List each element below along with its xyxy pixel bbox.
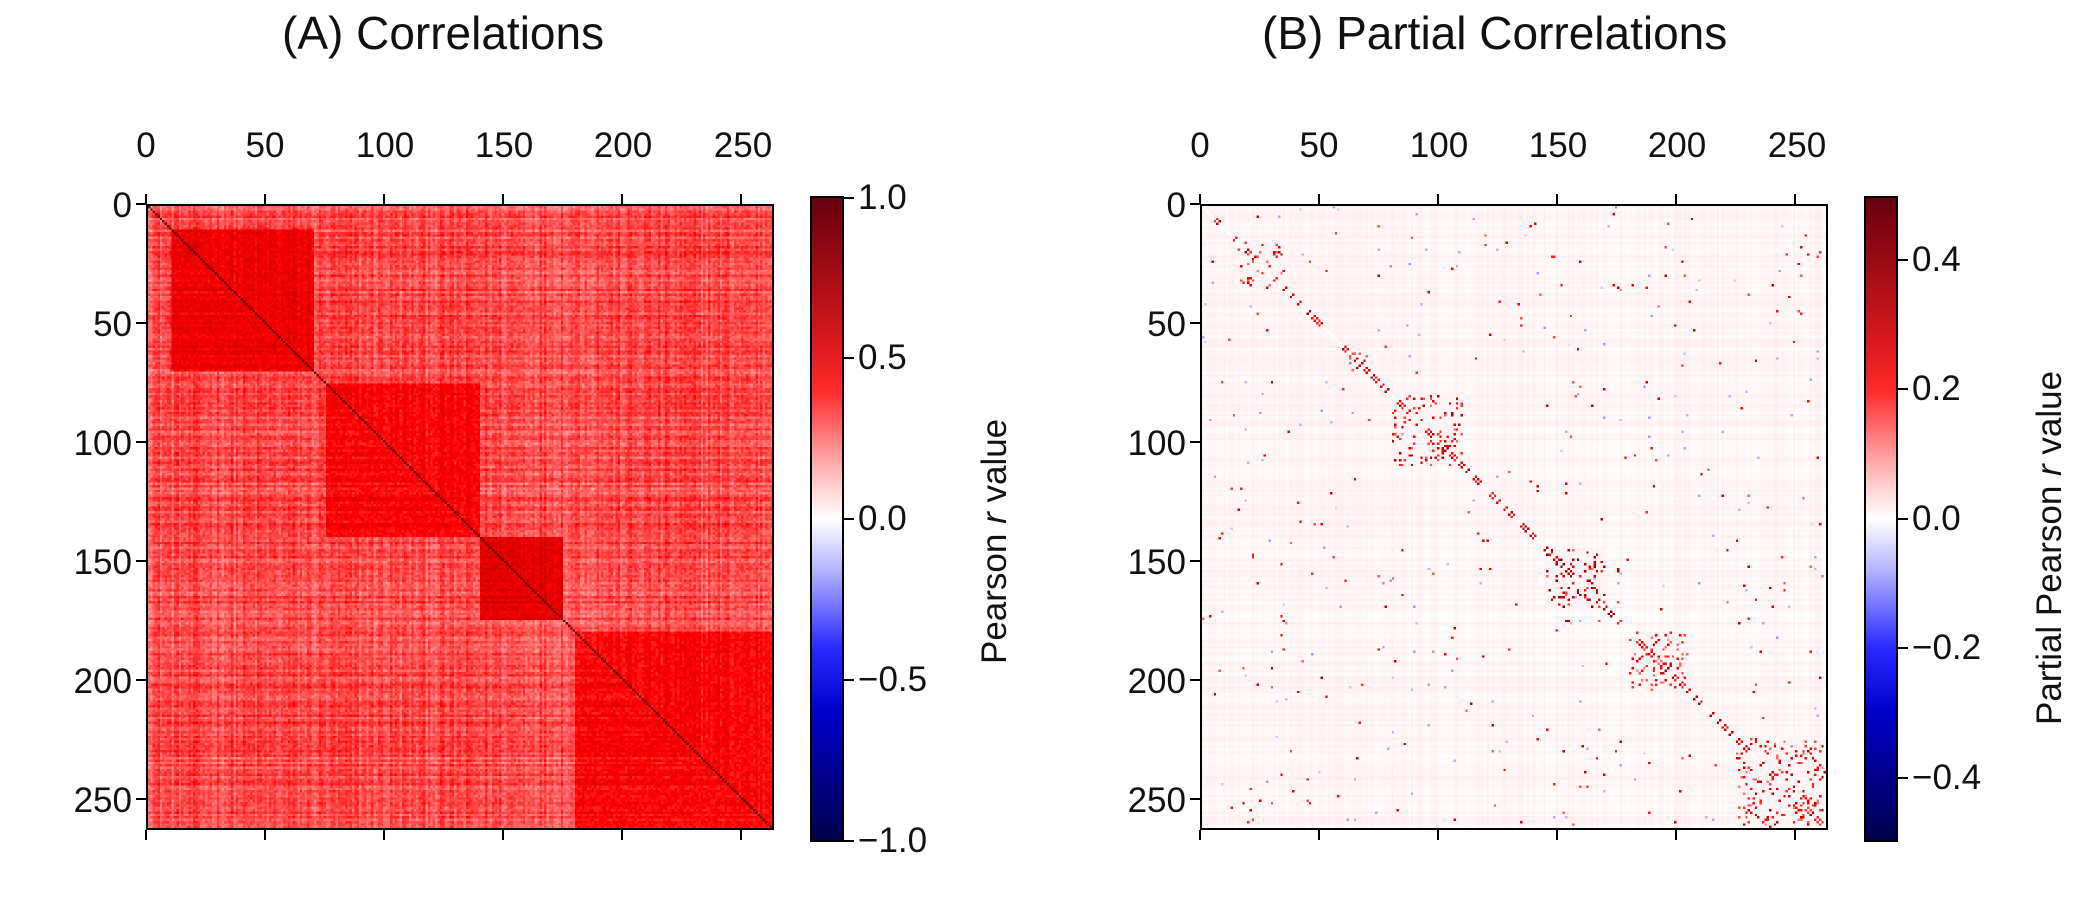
y-tick-label: 250 [1127,781,1186,820]
x-tick-mark [502,830,505,840]
panel-correlations: (A) Correlations 0 50 100 150 200 250 0 … [73,7,1014,860]
y-tick-label: 250 [73,781,132,820]
x-tick-label: 150 [1528,126,1588,165]
colorbar-tick-label: −1.0 [858,821,928,860]
y-tick-label: 0 [1166,186,1186,225]
x-tick-mark [1794,194,1797,204]
colorbar-tick-mark [1898,259,1908,261]
colorbar-label: Pearson r value [975,418,1014,664]
y-tick-label: 100 [1127,424,1186,463]
y-tick-mark [136,322,146,324]
y-tick-mark [136,679,146,682]
x-tick-mark [502,194,505,204]
correlation-heatmap [148,206,772,828]
x-tick-label: 100 [355,126,415,165]
y-tick-mark [1190,322,1200,324]
heatmap-plot-area [1200,204,1828,830]
colorbar-tick-mark [844,840,854,842]
y-tick-mark [1190,203,1200,205]
y-tick-label: 200 [73,662,132,701]
x-tick-mark [145,194,147,204]
x-tick-mark [1556,830,1559,840]
colorbar-tick-mark [844,197,854,199]
x-tick-label: 150 [474,126,534,165]
y-tick-label: 0 [112,186,132,225]
x-tick-label: 50 [1299,126,1339,165]
x-tick-mark [1675,830,1678,840]
x-tick-mark [1318,194,1320,204]
colorbar-tick-mark [844,357,854,359]
colorbar-tick-label: 1.0 [858,178,907,217]
colorbar [1864,196,1898,842]
panel-partial-correlations: (B) Partial Correlations 0 50 100 150 20… [1050,0,2100,900]
x-tick-label: 50 [245,126,285,165]
x-tick-label: 250 [713,126,773,165]
colorbar-tick-label: −0.4 [1912,758,1982,797]
y-tick-label: 200 [1127,662,1186,701]
heatmap-plot-area [146,204,774,830]
x-tick-mark [1199,830,1201,840]
x-tick-mark [264,830,266,840]
y-tick-label: 150 [1127,543,1186,582]
x-tick-mark [145,830,147,840]
y-tick-mark [1190,441,1200,444]
colorbar-tick-label: 0.4 [1912,240,1961,279]
chart-title: (B) Partial Correlations [1262,7,1728,59]
colorbar-tick-label: −0.5 [858,660,928,699]
y-tick-label: 50 [93,305,132,344]
x-tick-label: 250 [1767,126,1827,165]
x-tick-mark [740,830,743,840]
x-tick-mark [1318,830,1320,840]
colorbar-tick-label: −0.2 [1912,628,1982,667]
y-tick-label: 100 [73,424,132,463]
x-tick-mark [383,194,386,204]
chart-title: (A) Correlations [282,7,605,59]
partial-correlation-heatmap [1202,206,1826,828]
x-tick-mark [621,194,624,204]
y-tick-mark [136,798,146,801]
x-tick-label: 200 [593,126,653,165]
colorbar-label: Partial Pearson r value [2030,370,2069,725]
y-tick-mark [1190,560,1200,563]
x-tick-label: 0 [136,126,156,165]
colorbar-tick-mark [844,679,854,681]
colorbar-tick-mark [1898,388,1908,390]
x-tick-mark [1199,194,1201,204]
y-tick-label: 50 [1147,305,1186,344]
colorbar-tick-mark [1898,518,1908,520]
x-tick-label: 100 [1409,126,1469,165]
x-tick-mark [383,830,386,840]
y-tick-mark [136,441,146,444]
x-tick-label: 0 [1190,126,1210,165]
y-tick-mark [1190,798,1200,801]
x-tick-mark [264,194,266,204]
x-tick-mark [1675,194,1678,204]
colorbar-tick-mark [844,518,854,520]
x-tick-mark [621,830,624,840]
y-tick-mark [136,560,146,563]
colorbar-tick-label: 0.2 [1912,369,1961,408]
colorbar-tick-label: 0.0 [1912,499,1961,538]
y-tick-label: 150 [73,543,132,582]
colorbar-tick-label: 0.0 [858,499,907,538]
colorbar-tick-mark [1898,647,1908,649]
x-tick-label: 200 [1647,126,1707,165]
x-tick-mark [740,194,743,204]
colorbar-tick-label: 0.5 [858,338,907,377]
colorbar [810,196,844,842]
y-tick-mark [1190,679,1200,682]
x-tick-mark [1794,830,1797,840]
x-tick-mark [1556,194,1559,204]
colorbar-tick-mark [1898,777,1908,779]
x-tick-mark [1437,194,1440,204]
y-tick-mark [136,203,146,205]
x-tick-mark [1437,830,1440,840]
